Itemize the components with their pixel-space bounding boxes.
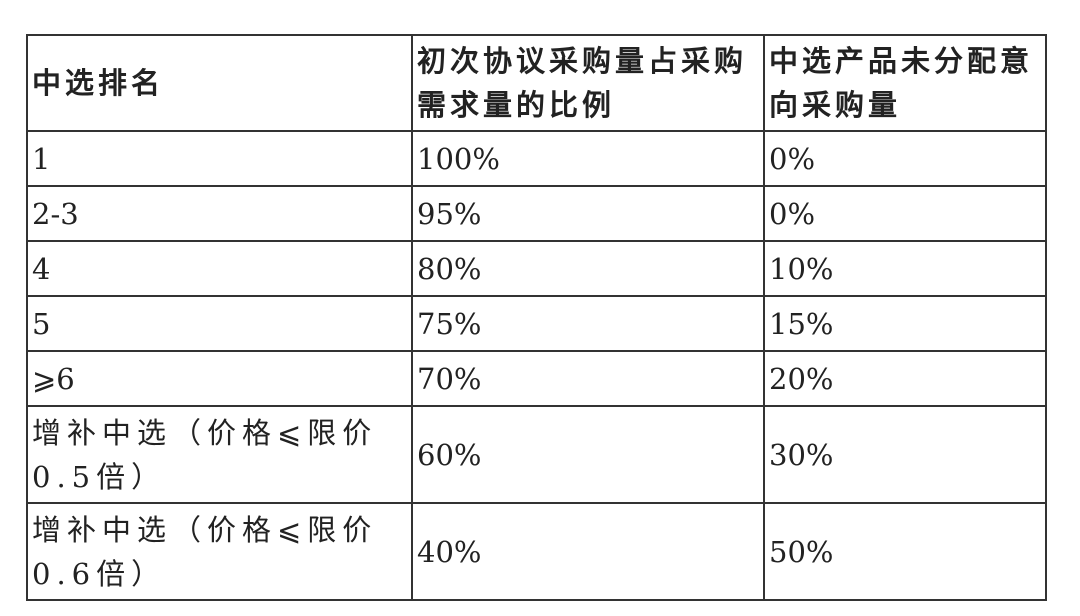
header-unallocated: 中选产品未分配意向采购量 [763,34,1047,132]
cell-ratio: 95% [411,185,765,242]
procurement-ratio-table: 中选排名 初次协议采购量占采购需求量的比例 中选产品未分配意向采购量 1 100… [26,34,1047,601]
cell-ratio: 100% [411,130,765,187]
cell-unallocated: 50% [763,502,1047,601]
header-initial-ratio: 初次协议采购量占采购需求量的比例 [411,34,765,132]
header-rank: 中选排名 [26,34,413,132]
table-row: 2-3 95% 0% [26,185,1047,242]
cell-unallocated: 30% [763,405,1047,504]
cell-ratio: 40% [411,502,765,601]
cell-unallocated: 10% [763,240,1047,297]
cell-ratio: 75% [411,295,765,352]
cell-ratio: 60% [411,405,765,504]
table-row: ⩾6 70% 20% [26,350,1047,407]
cell-rank: 1 [26,130,413,187]
cell-rank: 增补中选（价格⩽限价0.5倍） [26,405,413,504]
cell-rank: 5 [26,295,413,352]
table-row: 增补中选（价格⩽限价0.5倍） 60% 30% [26,405,1047,504]
cell-rank: 4 [26,240,413,297]
cell-rank: 增补中选（价格⩽限价0.6倍） [26,502,413,601]
cell-unallocated: 0% [763,185,1047,242]
table-row: 1 100% 0% [26,130,1047,187]
table-row: 5 75% 15% [26,295,1047,352]
cell-unallocated: 0% [763,130,1047,187]
cell-rank: ⩾6 [26,350,413,407]
cell-rank: 2-3 [26,185,413,242]
cell-ratio: 80% [411,240,765,297]
cell-ratio: 70% [411,350,765,407]
cell-unallocated: 20% [763,350,1047,407]
table-header-row: 中选排名 初次协议采购量占采购需求量的比例 中选产品未分配意向采购量 [26,34,1047,132]
table-row: 增补中选（价格⩽限价0.6倍） 40% 50% [26,502,1047,601]
table-row: 4 80% 10% [26,240,1047,297]
cell-unallocated: 15% [763,295,1047,352]
